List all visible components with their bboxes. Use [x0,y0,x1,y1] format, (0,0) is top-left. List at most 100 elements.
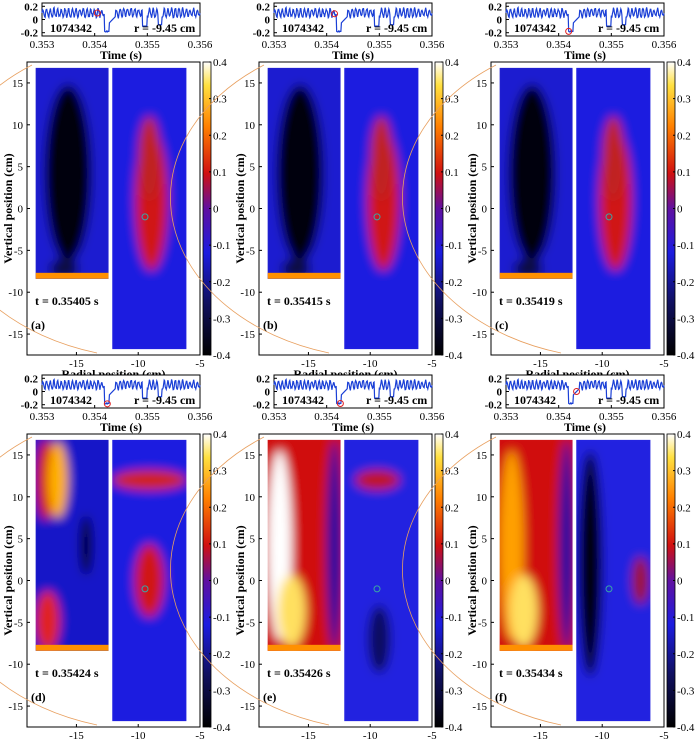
colorbar-tick-label: 0.4 [445,429,459,441]
trace-line [505,5,665,33]
trace-xtick-label: 0.354 [546,411,571,423]
map-xtick-label: -5 [195,730,205,739]
left-map-region [499,439,573,651]
map-xtick-label: -15 [533,730,548,739]
map-ytick-label: 0 [250,576,256,588]
panel: 1074342 r = -9.45 cm0.20-0.20.353 0.354 0.3… [0,373,231,739]
colorbar-tick-label: -0.2 [677,277,694,289]
radius-label: r = -9.45 cm [366,393,427,407]
trace-xlabel: Time (s) [564,48,606,62]
contour-blob [138,116,161,201]
map-ytick-label: 10 [12,120,24,132]
shot-number: 1074342 [282,21,324,35]
trace-ytick-label: -0.2 [485,28,503,40]
probe-location [373,585,381,593]
map-ytick-label: -15 [240,329,255,341]
left-edge-band [35,644,109,651]
colorbar-tick-label: 0.3 [213,94,227,106]
map-xtick-label: -5 [659,358,669,370]
probe-location [605,585,613,593]
contour-blob [326,439,341,651]
contour-blob [578,451,603,677]
trace-xtick-label: 0.353 [494,39,519,51]
map-ytick-label: 0 [250,204,256,216]
map-ytick-label: 10 [244,492,256,504]
trace-ytick-label: -0.2 [253,400,271,412]
trace-xtick-label: 0.356 [652,39,677,51]
colorbar-tick-label: 0.4 [213,57,227,69]
colorbar-tick-label: -0.2 [445,277,462,289]
trace-xtick-label: 0.355 [599,411,624,423]
map-ytick-label: -10 [8,287,23,299]
trace-xtick-label: 0.356 [420,39,445,51]
left-edge-band [499,272,573,279]
contour-blob [277,574,306,647]
trace-xtick-label: 0.355 [367,39,392,51]
colorbar-tick-label: -0.1 [677,240,694,252]
contour-blob [632,556,649,605]
trace-ytick-label: 0.2 [24,1,38,13]
map-ytick-label: -15 [472,701,487,713]
left-map-region [35,439,109,651]
panel-label: (f) [495,690,507,704]
colorbar-tick-label: 0.2 [445,502,459,514]
map-xtick-label: -10 [131,730,146,739]
trace-ytick-label: 0 [33,387,39,399]
panel-label: (d) [31,690,46,704]
map-ytick-label: 15 [476,78,488,90]
map-ytick-label: 15 [476,450,488,462]
map-ytick-label: 5 [250,534,256,546]
trace-line [273,5,433,33]
contour-blob [368,605,391,673]
trace-ytick-label: -0.2 [485,400,503,412]
trace-xlabel: Time (s) [332,420,374,434]
colorbar-tick-label: 0.3 [445,94,459,106]
map-ytick-label: 5 [482,162,488,174]
time-label: t = 0.35434 s [499,666,563,680]
map-xtick-label: -10 [595,730,610,739]
colorbar-tick-label: 0 [445,204,451,216]
colorbar-tick-label: -0.4 [213,722,231,734]
left-edge-band [267,272,341,279]
probe-location [141,585,149,593]
colorbar-tick-label: 0.3 [677,94,691,106]
panel-label: (c) [495,318,508,332]
map-xtick-label: -15 [69,358,84,370]
time-label: t = 0.35419 s [499,294,563,308]
trace-ytick-label: 0 [265,387,271,399]
panel: 1074342 r = -9.45 cm0.20-0.20.353 0.354 0.3… [402,373,695,739]
probe-location [605,213,613,221]
panel-label: (e) [263,690,276,704]
colorbar-tick-label: 0.2 [677,502,691,514]
radius-label: r = -9.45 cm [134,21,195,35]
map-ytick-label: 10 [476,492,488,504]
map-ytick-label: -5 [246,617,256,629]
map-ytick-label: 15 [12,78,24,90]
colorbar-tick-label: -0.2 [677,649,694,661]
trace-line [41,377,201,405]
map-xtick-label: -15 [301,730,316,739]
trace-ytick-label: 0.2 [24,373,38,385]
map-xtick-label: -10 [363,730,378,739]
time-label: t = 0.35415 s [267,294,331,308]
map-xtick-label: -5 [659,730,669,739]
trace-xtick-label: 0.353 [262,411,287,423]
colorbar-tick-label: -0.3 [677,313,695,325]
left-map-region [499,67,573,279]
map-ytick-label: 15 [12,450,24,462]
time-marker [103,400,111,408]
colorbar-tick-label: 0.4 [445,57,459,69]
panel: 1074342 r = -9.45 cm0.20-0.20.353 0.354 0.3… [0,1,231,381]
trace-xtick-label: 0.356 [188,39,213,51]
map-ylabel: Vertical position (cm) [233,525,247,635]
colorbar-tick-label: 0.2 [677,130,691,142]
shot-number: 1074342 [514,21,556,35]
time-label: t = 0.35405 s [35,294,99,308]
colorbar-tick-label: 0 [445,576,451,588]
shot-number: 1074342 [50,393,92,407]
colorbar-tick-label: 0 [213,204,219,216]
map-ytick-label: 5 [18,534,24,546]
map-xtick-label: -5 [427,730,437,739]
contour-blob [370,116,393,201]
